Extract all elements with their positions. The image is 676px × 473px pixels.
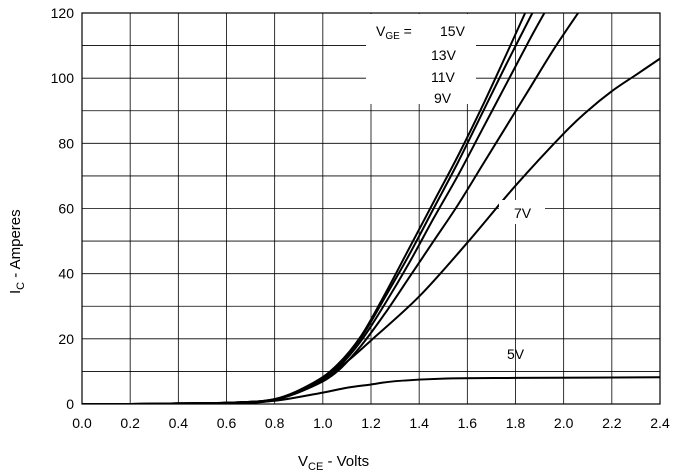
series-label-7v: 7V [514,205,532,221]
y-tick-label: 0 [66,396,74,412]
y-axis-label: IC - Amperes [7,209,27,294]
x-tick-labels: 0.0 0.2 0.4 0.6 0.8 1.0 1.2 1.4 1.6 1.8 2.0 2.2 2.4 [72,415,670,431]
series-curves [82,13,660,404]
series-label-13v: 13V [431,47,457,63]
x-tick-label: 2.0 [554,415,574,431]
x-tick-label: 0.0 [72,415,92,431]
x-axis-label: VCE - Volts [298,453,369,473]
x-tick-label: 1.2 [361,415,381,431]
x-tick-label: 2.4 [650,415,670,431]
x-tick-label: 0.4 [169,415,189,431]
y-tick-labels: 0 20 40 60 80 100 120 [51,5,75,412]
label-backgrounds [366,14,545,224]
x-tick-label: 0.6 [217,415,237,431]
legend-label-background [366,14,476,104]
series-label-9v: 9V [434,90,452,106]
y-tick-label: 120 [51,5,75,21]
x-tick-label: 1.0 [313,415,333,431]
x-tick-label: 0.2 [120,415,140,431]
legend-prefix: VGE = [376,23,412,42]
series-labels: VGE = 15V 13V 11V 9V 7V 5V [376,23,532,362]
series-label-11v: 11V [431,69,456,85]
y-tick-label: 100 [51,70,75,86]
plot-frame [81,12,661,405]
x-tick-label: 1.4 [409,415,429,431]
x-tick-label: 1.8 [506,415,526,431]
y-tick-label: 60 [58,201,74,217]
x-tick-label: 0.8 [265,415,285,431]
x-tick-label: 2.2 [602,415,622,431]
y-tick-label: 80 [58,135,74,151]
y-tick-label: 20 [58,331,74,347]
series-label-15v: 15V [440,23,466,39]
x-tick-label: 1.6 [458,415,478,431]
label-7v-background [499,200,545,224]
y-tick-label: 40 [58,266,74,282]
series-label-5v: 5V [507,346,525,362]
